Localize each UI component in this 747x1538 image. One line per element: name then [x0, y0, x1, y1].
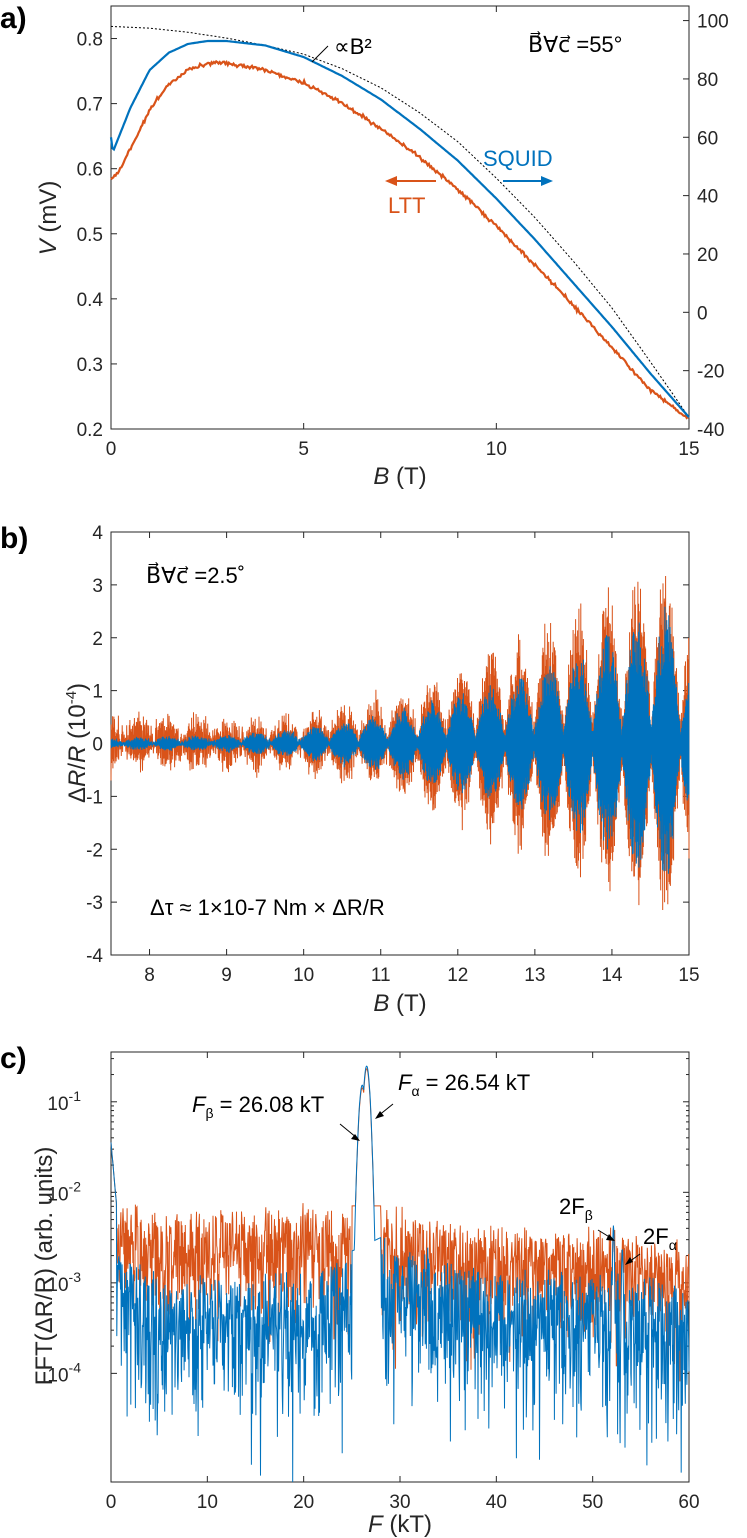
panel-a: a) 0 5 10 15 0.2 0.3 0.4 0.5 0.6 0.7 0.8 -40 -20 0 2…	[0, 2, 729, 490]
panel-a-y2-tick-label: 100	[697, 12, 729, 33]
panel-b-y-tick-label: -1	[86, 787, 103, 808]
ltt-oscillation-series	[110, 575, 690, 911]
panel-c-y-tick-label: 10-4	[47, 1359, 81, 1386]
panel-c-y-ticks: 10-4 10-3 10-2 10-1	[47, 1058, 689, 1386]
panel-a-y2-tick-label: 0	[697, 303, 708, 324]
panel-a-x-tick-label: 0	[106, 439, 117, 460]
panel-a-y-label: V (mV)	[35, 181, 62, 256]
ltt-series-line	[110, 59, 690, 420]
panel-a-x-tick-label: 10	[486, 439, 507, 460]
panel-c-y-label: FFT(ΔR/R) (arb. units)	[31, 1147, 58, 1386]
panel-a-y-tick-label: 0.6	[77, 160, 103, 181]
squid-oscillation-series	[110, 606, 690, 874]
panel-b-x-tick-label: 12	[447, 965, 468, 986]
panel-b-y-tick-label: 2	[92, 629, 103, 650]
legend-ltt: LTT	[388, 193, 425, 218]
panel-b-y-tick-label: -2	[86, 840, 103, 861]
panel-b-y-tick-label: 0	[92, 735, 103, 756]
peak-2f-beta-label: 2Fβ	[559, 1194, 593, 1223]
peak-f-beta-label: Fβ = 26.08 kT	[192, 1092, 324, 1121]
panel-b-x-tick-label: 9	[221, 965, 232, 986]
panel-b-y-tick-label: 4	[92, 523, 103, 544]
panel-a-y2-tick-label: -20	[697, 362, 724, 383]
panel-a-y-tick-label: 0.5	[77, 225, 103, 246]
peak-2f-alpha-arrowhead-icon	[625, 1257, 633, 1265]
ltt-fft-series	[110, 1068, 690, 1382]
peak-f-beta-arrowhead-icon	[351, 1134, 360, 1141]
panel-c-x-tick-label: 0	[106, 1492, 117, 1513]
panel-a-y2-tick-label: 60	[697, 128, 718, 149]
panel-a-x-tick-label: 15	[678, 439, 699, 460]
panel-c-x-tick-label: 10	[197, 1492, 218, 1513]
squid-series-line	[109, 39, 690, 419]
panel-b-letter: b)	[0, 522, 28, 555]
panel-b-y-ticks: -4 -3 -2 -1 0 1 2 3 4	[86, 523, 689, 967]
panel-a-x-tick-label: 5	[298, 439, 309, 460]
panel-b-y-tick-label: 3	[92, 576, 103, 597]
panel-a-angle-label: B⃗∀c⃗ =55°	[528, 31, 622, 57]
panel-b-x-tick-label: 15	[678, 965, 699, 986]
panel-b-y-tick-label: -3	[86, 893, 103, 914]
panel-a-y2-tick-label: 80	[697, 70, 718, 91]
panel-a-y-tick-label: 0.2	[77, 420, 103, 441]
panel-a-x-ticks: 0 5 10 15	[106, 6, 700, 460]
squid-arrow-right-icon	[541, 176, 553, 186]
panel-a-y-tick-label: 0.3	[77, 355, 103, 376]
panel-b-x-tick-label: 10	[293, 965, 314, 986]
panel-b-x-label: B (T)	[373, 990, 426, 1017]
panel-b-x-tick-label: 13	[524, 965, 545, 986]
panel-c-letter: c)	[0, 1042, 27, 1075]
fit-label: ∝B²	[334, 34, 372, 59]
panel-a-y-tick-label: 0.8	[77, 30, 103, 51]
panel-a-y-tick-label: 0.7	[77, 95, 103, 116]
panel-c-y-tick-label: 10-2	[47, 1178, 81, 1205]
panel-b-x-ticks: 8 9 10 11 12 13 14 15	[144, 532, 700, 986]
panel-a-x-label: B (T)	[373, 463, 426, 490]
fit-label-pointer	[311, 45, 329, 63]
panel-a-y2-tick-label: 40	[697, 187, 718, 208]
panel-b-angle-label: B⃗∀c⃗ =2.5˚	[146, 562, 245, 588]
ltt-arrow-left-icon	[385, 176, 397, 186]
panel-c-x-tick-label: 30	[389, 1492, 410, 1513]
panel-c-x-ticks: 0 10 20 30 40 50 60	[106, 1052, 700, 1513]
panel-b-y-label: ΔR/R (10-4)	[63, 683, 91, 803]
panel-a-axes-box	[110, 5, 690, 430]
panel-b-x-tick-label: 11	[371, 965, 391, 986]
panel-a-letter: a)	[0, 2, 27, 35]
panel-c-y-tick-label: 10-1	[47, 1088, 81, 1115]
panel-b-x-tick-label: 8	[144, 965, 155, 986]
peak-f-alpha-label: Fα = 26.54 kT	[398, 1070, 530, 1099]
panel-c-x-tick-label: 60	[678, 1492, 699, 1513]
panel-c-x-tick-label: 20	[293, 1492, 314, 1513]
panel-b-y-tick-label: 1	[92, 682, 103, 703]
panel-b-x-tick-label: 14	[601, 965, 623, 986]
fit-curve-b-squared	[110, 25, 690, 418]
peak-2f-alpha-label: 2Fα	[643, 1224, 677, 1253]
panel-a-y2-ticks: -40 -20 0 20 40 60 80 100	[683, 12, 729, 441]
panel-a-y-ticks: 0.2 0.3 0.4 0.5 0.6 0.7 0.8	[77, 30, 117, 441]
panel-c-y-tick-label: 10-3	[47, 1269, 81, 1296]
peak-2f-beta-arrowhead-icon	[606, 1234, 615, 1241]
panel-a-y-tick-label: 0.4	[77, 290, 104, 311]
squid-fft-series	[110, 1065, 690, 1483]
panel-c-x-tick-label: 50	[582, 1492, 603, 1513]
panel-c-x-label: F (kT)	[368, 1511, 432, 1538]
panel-c-x-tick-label: 40	[486, 1492, 507, 1513]
torque-conversion-note: Δτ ≈ 1×10-7 Nm × ΔR/R	[150, 895, 385, 920]
legend-squid: SQUID	[483, 146, 553, 171]
panel-a-y2-tick-label: 20	[697, 245, 718, 266]
panel-c: c) 0 10 20 30 40 50 60 10-4 10-3 10-2 10-1 Fβ = 2…	[0, 1042, 700, 1538]
peak-f-alpha-arrowhead-icon	[375, 1111, 384, 1119]
panel-b-y-tick-label: -4	[86, 946, 103, 967]
panel-a-y2-tick-label: -40	[697, 420, 724, 441]
